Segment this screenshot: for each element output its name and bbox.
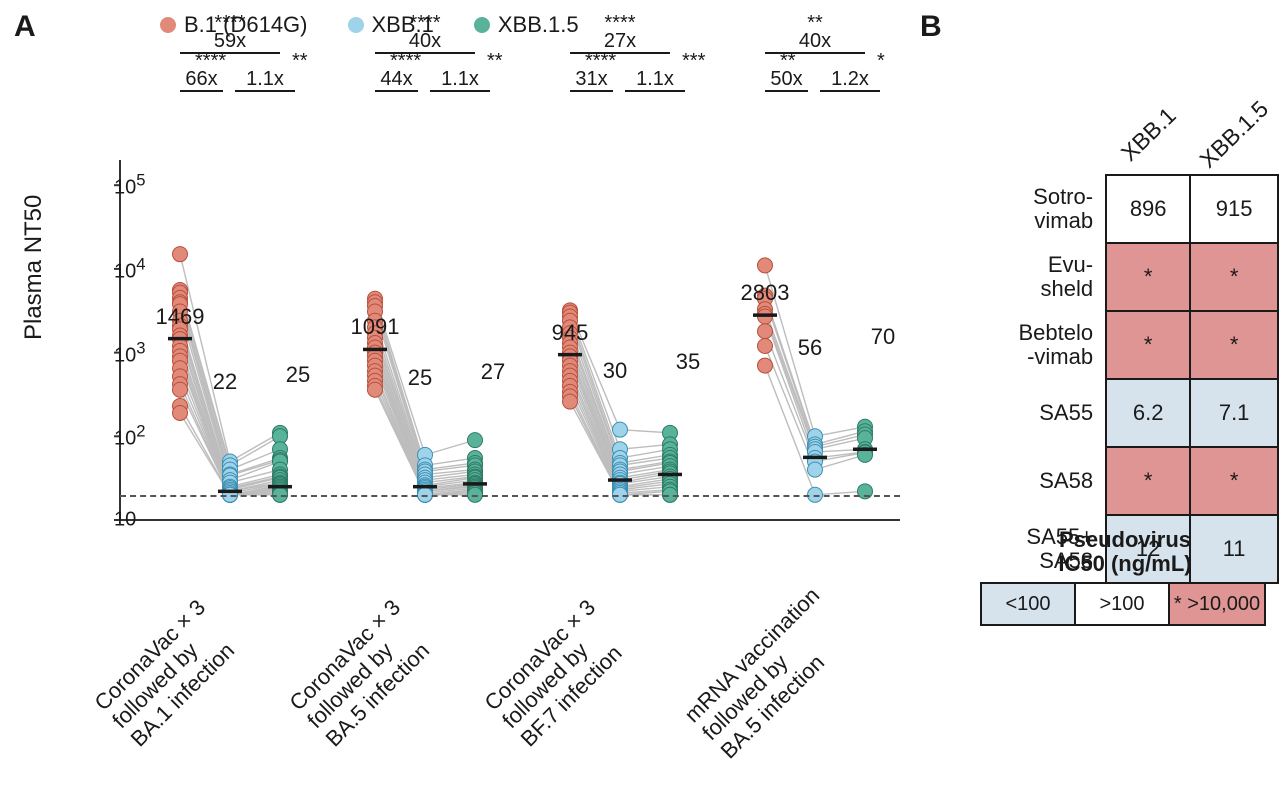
ic50-cell: 915 bbox=[1190, 175, 1278, 243]
table-row: Evu- sheld** bbox=[1000, 243, 1278, 311]
y-tick-label: 103 bbox=[114, 338, 122, 367]
ic50-cell: * bbox=[1106, 243, 1190, 311]
data-point bbox=[808, 462, 823, 477]
table-row: Bebtelo -vimab** bbox=[1000, 311, 1278, 379]
data-point bbox=[173, 247, 188, 262]
significance-stars: ** bbox=[292, 50, 308, 73]
data-point bbox=[758, 338, 773, 353]
x-category-label: mRNA vaccination followed by BA.5 infect… bbox=[679, 583, 860, 764]
data-point bbox=[368, 382, 383, 397]
legend-dot-icon bbox=[348, 17, 364, 33]
col-header: XBB.1.5 bbox=[1190, 95, 1278, 175]
legend-cell: * >10,000 bbox=[1170, 584, 1264, 624]
gmt-label: 70 bbox=[871, 324, 895, 350]
gmt-label: 56 bbox=[798, 335, 822, 361]
fold-change-text: 1.1x bbox=[246, 68, 284, 91]
plot-svg bbox=[120, 160, 900, 520]
y-tick-label: 105 bbox=[114, 171, 122, 200]
plot-area: 101021031041051469222566x****59x****1.1x… bbox=[120, 160, 900, 520]
ic50-body: Sotro- vimab896915Evu- sheld**Bebtelo -v… bbox=[1000, 175, 1278, 583]
col-header: XBB.1 bbox=[1106, 95, 1190, 175]
data-point bbox=[173, 382, 188, 397]
ic50-legend-caption: Pseudovirus IC50 (ng/mL) bbox=[995, 528, 1255, 576]
gmt-label: 1469 bbox=[156, 304, 205, 330]
data-point bbox=[563, 394, 578, 409]
data-point bbox=[758, 258, 773, 273]
ic50-cell: * bbox=[1190, 243, 1278, 311]
gmt-label: 30 bbox=[603, 358, 627, 384]
x-category-label: CoronaVac × 3 followed by BA.1 infection bbox=[90, 595, 247, 752]
legend-dot-icon bbox=[474, 17, 490, 33]
row-header: Bebtelo -vimab bbox=[1000, 311, 1106, 379]
table-row: Sotro- vimab896915 bbox=[1000, 175, 1278, 243]
y-tick-label: 10 bbox=[114, 509, 122, 532]
panel-b: B XBB.1XBB.1.5 Sotro- vimab896915Evu- sh… bbox=[920, 0, 1279, 811]
ic50-header-row: XBB.1XBB.1.5 bbox=[1000, 95, 1278, 175]
x-category-label: CoronaVac × 3 followed by BA.5 infection bbox=[285, 595, 442, 752]
significance-stars: ** bbox=[807, 12, 823, 35]
significance-stars: *** bbox=[682, 50, 705, 73]
y-tick-label: 104 bbox=[114, 255, 122, 284]
ic50-cell: * bbox=[1190, 447, 1278, 515]
ic50-cell: * bbox=[1106, 447, 1190, 515]
legend-item-xbb15: XBB.1.5 bbox=[474, 12, 579, 38]
fold-change-text: 1.2x bbox=[831, 68, 869, 91]
row-header: SA58 bbox=[1000, 447, 1106, 515]
gmt-label: 945 bbox=[552, 320, 589, 346]
significance-stars: **** bbox=[409, 12, 440, 35]
data-point bbox=[173, 405, 188, 420]
significance-stars: ** bbox=[487, 50, 503, 73]
ic50-legend: <100>100* >10,000 bbox=[980, 582, 1266, 626]
gmt-label: 25 bbox=[286, 362, 310, 388]
row-header: Evu- sheld bbox=[1000, 243, 1106, 311]
legend-cell: <100 bbox=[982, 584, 1076, 624]
row-header: Sotro- vimab bbox=[1000, 175, 1106, 243]
ic50-cell: 896 bbox=[1106, 175, 1190, 243]
significance-stars: **** bbox=[214, 12, 245, 35]
legend-dot-icon bbox=[160, 17, 176, 33]
ic50-cell: 6.2 bbox=[1106, 379, 1190, 447]
table-row: SA556.27.1 bbox=[1000, 379, 1278, 447]
ic50-table: XBB.1XBB.1.5 Sotro- vimab896915Evu- shel… bbox=[1000, 95, 1279, 584]
significance-stars: * bbox=[877, 50, 885, 73]
gmt-label: 25 bbox=[408, 365, 432, 391]
gmt-label: 22 bbox=[213, 369, 237, 395]
x-category-label: CoronaVac × 3 followed by BF.7 infection bbox=[480, 595, 637, 752]
gmt-label: 2803 bbox=[741, 280, 790, 306]
gmt-label: 27 bbox=[481, 359, 505, 385]
ic50-cell: 7.1 bbox=[1190, 379, 1278, 447]
figure-container: A B.1 (D614G)XBB.1XBB.1.5 Plasma NT50 10… bbox=[0, 0, 1279, 811]
row-header: SA55 bbox=[1000, 379, 1106, 447]
significance-stars: **** bbox=[604, 12, 635, 35]
fold-change-text: 1.1x bbox=[441, 68, 479, 91]
data-point bbox=[758, 324, 773, 339]
y-axis-label: Plasma NT50 bbox=[20, 195, 48, 340]
ic50-cell: * bbox=[1190, 311, 1278, 379]
y-tick-label: 102 bbox=[114, 422, 122, 451]
ic50-cell: * bbox=[1106, 311, 1190, 379]
data-point bbox=[613, 422, 628, 437]
detection-limit-line bbox=[120, 495, 900, 497]
data-point bbox=[758, 358, 773, 373]
gmt-label: 35 bbox=[676, 349, 700, 375]
data-point bbox=[468, 433, 483, 448]
panel-a-label: A bbox=[14, 10, 36, 44]
table-row: SA58** bbox=[1000, 447, 1278, 515]
panel-a: A B.1 (D614G)XBB.1XBB.1.5 Plasma NT50 10… bbox=[0, 0, 920, 811]
fold-change-text: 1.1x bbox=[636, 68, 674, 91]
legend-cell: >100 bbox=[1076, 584, 1170, 624]
legend-text: XBB.1.5 bbox=[498, 12, 579, 38]
gmt-label: 1091 bbox=[351, 314, 400, 340]
panel-b-label: B bbox=[920, 10, 942, 44]
